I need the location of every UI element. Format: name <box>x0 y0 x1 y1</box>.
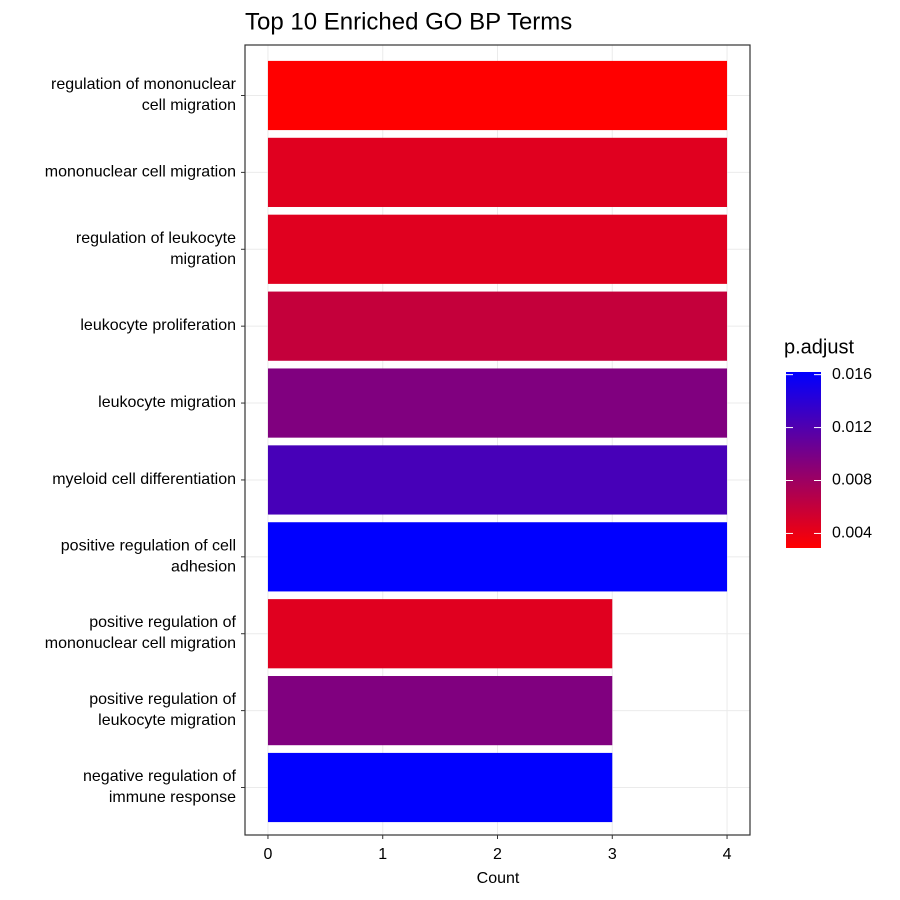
x-axis-label: Count <box>477 870 520 887</box>
bar <box>267 291 728 361</box>
y-tick-label: negative regulation of immune response <box>83 768 237 806</box>
y-tick-label: myeloid cell differentiation <box>52 471 236 488</box>
chart-title: Top 10 Enriched GO BP Terms <box>245 8 572 35</box>
bar <box>267 137 728 207</box>
bar <box>267 368 728 438</box>
colorbar <box>786 372 821 548</box>
legend-label: 0.012 <box>832 419 872 436</box>
bar <box>267 60 728 131</box>
y-tick-label: leukocyte migration <box>98 394 236 411</box>
legend-label: 0.008 <box>832 472 872 489</box>
legend-label: 0.004 <box>832 525 872 542</box>
legend-title: p.adjust <box>784 336 854 358</box>
bar <box>267 676 613 746</box>
x-tick-label: 4 <box>723 846 732 863</box>
x-tick-label: 2 <box>493 846 502 863</box>
bar <box>267 445 728 515</box>
x-tick-label: 0 <box>264 846 273 863</box>
bar <box>267 522 728 592</box>
x-tick-label: 1 <box>378 846 387 863</box>
x-tick-label: 3 <box>608 846 617 863</box>
legend-label: 0.016 <box>832 366 872 383</box>
bar <box>267 214 728 284</box>
y-tick-label: positive regulation of leukocyte migratio… <box>89 691 236 729</box>
y-tick-label: positive regulation of mononuclear cell m… <box>45 614 237 652</box>
y-tick-label: positive regulation of cell adhesion <box>61 538 236 576</box>
y-tick-label: regulation of leukocyte migration <box>76 230 236 268</box>
bar <box>267 752 613 823</box>
y-tick-label: regulation of mononuclear cell migration <box>51 76 237 114</box>
y-tick-label: mononuclear cell migration <box>45 164 236 181</box>
bar <box>267 599 613 669</box>
y-tick-label: leukocyte proliferation <box>80 317 236 334</box>
